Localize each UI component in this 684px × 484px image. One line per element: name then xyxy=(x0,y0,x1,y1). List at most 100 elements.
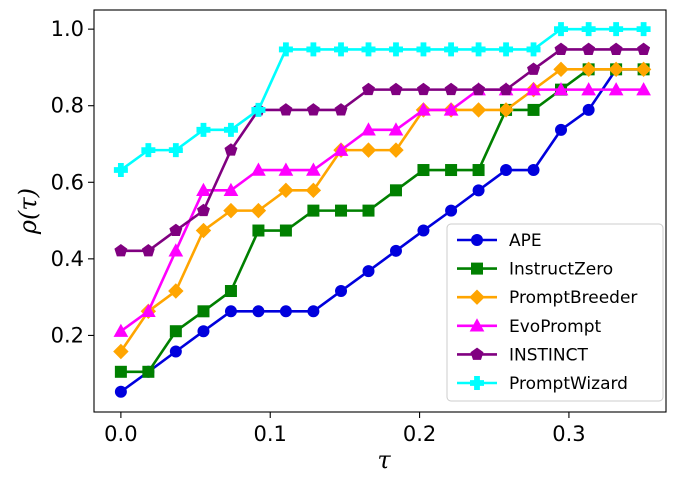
legend-item-promptbreeder: PromptBreeder xyxy=(457,288,637,308)
legend-marker xyxy=(469,289,485,305)
data-point xyxy=(553,61,569,78)
data-point xyxy=(635,61,652,78)
data-point xyxy=(334,103,348,116)
data-point xyxy=(389,82,403,96)
data-point xyxy=(278,162,294,176)
data-point xyxy=(526,82,541,96)
data-point xyxy=(168,143,183,158)
data-point xyxy=(472,184,485,197)
legend-marker xyxy=(471,234,483,246)
data-point xyxy=(278,182,294,199)
x-tick-label: 0.0 xyxy=(104,422,137,446)
y-tick-label: 0.8 xyxy=(51,94,84,118)
data-point xyxy=(223,182,239,197)
series-promptwizard xyxy=(113,22,651,178)
data-point xyxy=(416,42,431,57)
legend-label: EvoPrompt xyxy=(509,317,602,337)
data-point xyxy=(445,164,458,177)
data-point xyxy=(196,182,211,197)
legend-marker xyxy=(469,318,485,332)
series-instinct xyxy=(114,42,651,257)
legend-item-evoprompt: EvoPrompt xyxy=(457,317,602,337)
data-point xyxy=(500,164,513,177)
data-point xyxy=(334,42,349,57)
data-point xyxy=(581,82,596,96)
data-point xyxy=(223,122,238,137)
data-point xyxy=(361,42,376,57)
legend-label: APE xyxy=(509,231,542,251)
data-point xyxy=(389,184,402,197)
data-point xyxy=(362,82,375,96)
data-point xyxy=(251,102,266,117)
legend-marker xyxy=(470,376,484,390)
legend-item-instructzero: InstructZero xyxy=(457,260,613,280)
legend-item-ape: APE xyxy=(457,231,542,251)
data-point xyxy=(195,222,212,239)
data-point xyxy=(470,102,487,118)
data-point xyxy=(224,285,237,298)
data-point xyxy=(389,244,402,257)
y-ticks: 0.2 0.4 0.6 0.8 1.0 xyxy=(51,17,94,347)
x-tick-label: 0.3 xyxy=(552,422,585,446)
legend-frame xyxy=(446,223,664,402)
data-point xyxy=(224,143,238,156)
data-point xyxy=(169,223,183,237)
y-tick-label: 1.0 xyxy=(51,17,84,41)
data-point xyxy=(498,102,514,118)
legend-item-promptwizard: PromptWizard xyxy=(457,374,628,394)
data-point xyxy=(417,164,430,177)
data-point xyxy=(416,102,431,116)
data-point xyxy=(636,22,651,37)
data-point xyxy=(444,82,458,96)
data-point xyxy=(527,62,541,75)
data-point xyxy=(306,42,321,57)
data-point xyxy=(362,265,375,278)
data-point xyxy=(113,343,129,360)
data-point xyxy=(471,42,486,57)
data-point xyxy=(279,224,292,237)
legend-item-instinct: INSTINCT xyxy=(457,345,589,365)
data-point xyxy=(141,143,156,158)
data-point xyxy=(141,244,155,257)
data-point xyxy=(636,82,651,96)
data-point xyxy=(306,162,321,176)
data-point xyxy=(305,182,322,199)
data-point xyxy=(279,103,293,116)
data-point xyxy=(444,42,459,57)
data-point xyxy=(416,82,430,96)
data-point xyxy=(223,202,239,219)
data-point xyxy=(114,365,127,378)
data-point xyxy=(388,122,404,136)
data-point xyxy=(196,203,210,217)
data-point xyxy=(608,82,624,96)
y-tick-label: 0.2 xyxy=(51,323,84,347)
y-axis-label: ρ(τ) xyxy=(14,188,42,235)
data-point xyxy=(581,22,596,37)
data-point xyxy=(472,164,485,177)
x-tick-label: 0.1 xyxy=(254,422,287,446)
data-point xyxy=(527,164,540,177)
legend-label: INSTINCT xyxy=(509,345,589,365)
data-point xyxy=(527,103,540,116)
legend-label: PromptWizard xyxy=(509,374,628,394)
data-point xyxy=(499,42,514,57)
legend-label: PromptBreeder xyxy=(509,288,637,308)
data-point xyxy=(114,385,127,398)
data-point xyxy=(582,42,596,55)
data-point xyxy=(335,285,348,298)
series-line xyxy=(120,88,644,333)
data-point xyxy=(609,22,624,37)
data-point xyxy=(306,103,320,116)
data-point xyxy=(307,204,320,217)
data-point xyxy=(360,142,377,158)
data-point xyxy=(499,82,513,96)
x-ticks: 0.0 0.1 0.2 0.3 xyxy=(104,412,586,446)
data-point xyxy=(388,142,404,158)
data-point xyxy=(388,42,403,57)
data-point xyxy=(445,204,458,217)
data-point xyxy=(142,365,155,378)
data-point xyxy=(168,243,184,257)
data-point xyxy=(169,345,182,358)
data-point xyxy=(526,42,541,57)
data-point xyxy=(196,122,211,137)
